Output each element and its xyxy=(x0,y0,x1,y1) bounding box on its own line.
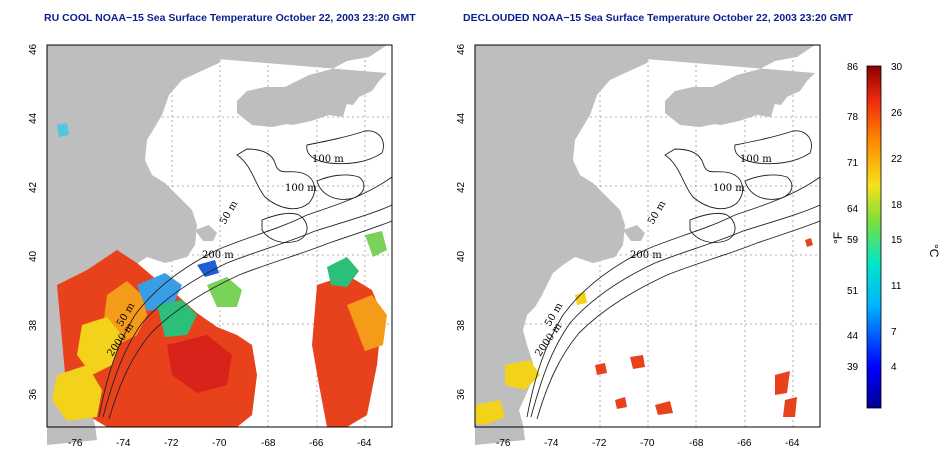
contour-label-100m-a: 100 m xyxy=(312,154,344,165)
svg-text:-66: -66 xyxy=(309,438,324,449)
svg-text:78: 78 xyxy=(847,112,859,123)
svg-text:-64: -64 xyxy=(785,438,800,449)
left-lon-ticks: -76 -74 -72 -70 -68 -66 -64 xyxy=(68,438,372,449)
left-lat-ticks: 36 38 40 42 44 46 xyxy=(28,43,39,400)
svg-text:36: 36 xyxy=(28,388,39,400)
svg-text:44: 44 xyxy=(847,331,859,342)
contour-label-100m-b: 100 m xyxy=(285,183,317,194)
svg-text:26: 26 xyxy=(891,108,903,119)
colorbar: 86 78 71 64 59 51 44 39 30 26 22 18 15 1… xyxy=(831,62,941,409)
contour-label-200m: 200 m xyxy=(630,250,662,261)
svg-text:11: 11 xyxy=(891,281,902,292)
contour-label-200m: 200 m xyxy=(202,250,234,261)
svg-text:40: 40 xyxy=(456,250,467,262)
left-map-panel: 100 m 100 m 50 m 200 m 50 m 2000 m xyxy=(46,44,393,445)
svg-text:-76: -76 xyxy=(68,438,83,449)
fahrenheit-label: °F xyxy=(831,232,845,244)
map-frame xyxy=(474,44,821,428)
svg-text:-64: -64 xyxy=(357,438,372,449)
celsius-label: °C xyxy=(927,244,941,258)
svg-text:15: 15 xyxy=(891,235,903,246)
svg-text:22: 22 xyxy=(891,154,903,165)
celsius-ticks: 30 26 22 18 15 11 7 4 xyxy=(891,62,903,373)
colorbar-gradient xyxy=(866,65,882,409)
svg-text:44: 44 xyxy=(28,112,39,124)
map-frame xyxy=(46,44,393,428)
svg-text:46: 46 xyxy=(28,43,39,55)
svg-text:42: 42 xyxy=(456,181,467,193)
svg-text:42: 42 xyxy=(28,181,39,193)
svg-text:71: 71 xyxy=(847,158,859,169)
svg-text:51: 51 xyxy=(847,286,859,297)
svg-text:38: 38 xyxy=(28,319,39,331)
svg-text:-76: -76 xyxy=(496,438,511,449)
right-map-panel: 100 m 100 m 50 m 200 m 50 m 2000 m xyxy=(474,44,821,445)
fahrenheit-ticks: 86 78 71 64 59 51 44 39 xyxy=(847,62,859,373)
svg-text:30: 30 xyxy=(891,62,903,73)
right-panel-title: DECLOUDED NOAA−15 Sea Surface Temperatur… xyxy=(463,12,853,24)
svg-text:39: 39 xyxy=(847,362,859,373)
right-lat-ticks: 36 38 40 42 44 46 xyxy=(456,43,467,400)
svg-text:18: 18 xyxy=(891,200,903,211)
svg-text:86: 86 xyxy=(847,62,859,73)
svg-text:-68: -68 xyxy=(689,438,704,449)
svg-text:-66: -66 xyxy=(737,438,752,449)
svg-text:-74: -74 xyxy=(116,438,131,449)
svg-text:46: 46 xyxy=(456,43,467,55)
svg-text:-70: -70 xyxy=(212,438,227,449)
svg-text:36: 36 xyxy=(456,388,467,400)
svg-text:64: 64 xyxy=(847,204,859,215)
right-lon-ticks: -76 -74 -72 -70 -68 -66 -64 xyxy=(496,438,800,449)
svg-text:44: 44 xyxy=(456,112,467,124)
sst-data-layer xyxy=(475,238,813,425)
contour-label-100m-b: 100 m xyxy=(713,183,745,194)
svg-text:-70: -70 xyxy=(640,438,655,449)
svg-text:59: 59 xyxy=(847,235,859,246)
left-panel-title: RU COOL NOAA−15 Sea Surface Temperature … xyxy=(44,12,416,24)
svg-text:38: 38 xyxy=(456,319,467,331)
svg-text:-72: -72 xyxy=(592,438,607,449)
svg-text:7: 7 xyxy=(891,327,897,338)
svg-text:4: 4 xyxy=(891,362,897,373)
svg-text:-74: -74 xyxy=(544,438,559,449)
svg-text:40: 40 xyxy=(28,250,39,262)
svg-text:-68: -68 xyxy=(261,438,276,449)
svg-text:-72: -72 xyxy=(164,438,179,449)
contour-label-100m-a: 100 m xyxy=(740,154,772,165)
